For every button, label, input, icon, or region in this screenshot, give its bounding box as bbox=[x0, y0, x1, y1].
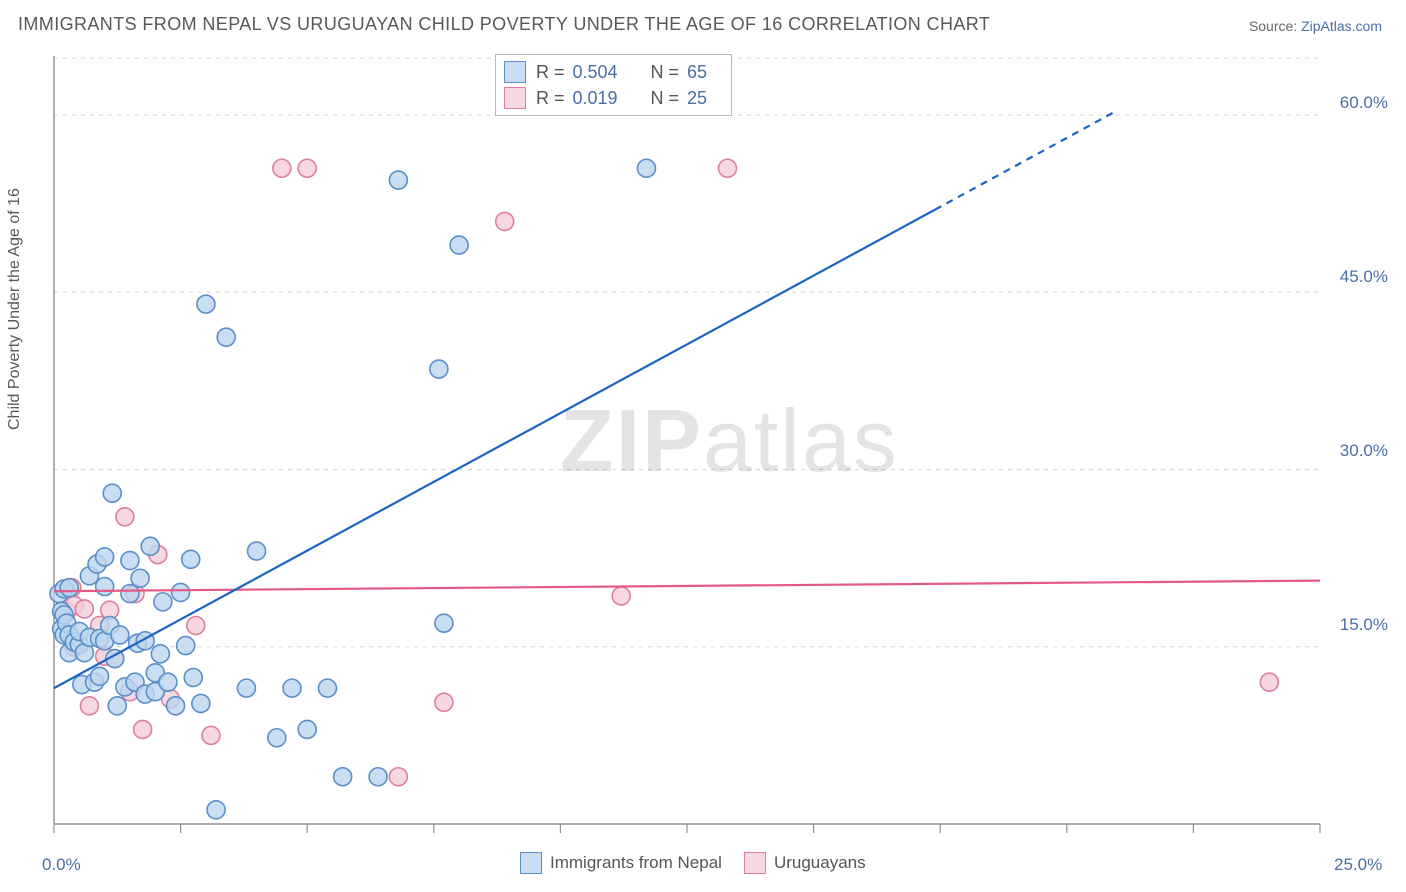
source-prefix: Source: bbox=[1249, 18, 1297, 34]
plot-area bbox=[48, 54, 1388, 854]
chart-svg bbox=[48, 54, 1388, 854]
r-label: R = bbox=[536, 59, 565, 85]
source-link[interactable]: ZipAtlas.com bbox=[1301, 18, 1382, 34]
r-value-uruguay: 0.019 bbox=[573, 85, 637, 111]
n-value-nepal: 65 bbox=[687, 59, 721, 85]
swatch-nepal-icon bbox=[520, 852, 542, 874]
stats-row-nepal: R = 0.504 N = 65 bbox=[504, 59, 721, 85]
legend-label-uruguay: Uruguayans bbox=[774, 853, 866, 873]
legend-label-nepal: Immigrants from Nepal bbox=[550, 853, 722, 873]
swatch-uruguay-icon bbox=[504, 87, 526, 109]
x-tick-0: 0.0% bbox=[42, 855, 81, 875]
stats-legend: R = 0.504 N = 65 R = 0.019 N = 25 bbox=[495, 54, 732, 116]
series-legend: Immigrants from Nepal Uruguayans bbox=[520, 852, 866, 874]
r-label: R = bbox=[536, 85, 565, 111]
r-value-nepal: 0.504 bbox=[573, 59, 637, 85]
n-label: N = bbox=[651, 85, 680, 111]
stats-row-uruguay: R = 0.019 N = 25 bbox=[504, 85, 721, 111]
x-tick-25: 25.0% bbox=[1334, 855, 1382, 875]
swatch-uruguay-icon bbox=[744, 852, 766, 874]
legend-item-uruguay: Uruguayans bbox=[744, 852, 866, 874]
legend-item-nepal: Immigrants from Nepal bbox=[520, 852, 722, 874]
source-attribution: Source: ZipAtlas.com bbox=[1249, 18, 1382, 34]
n-label: N = bbox=[651, 59, 680, 85]
chart-title: IMMIGRANTS FROM NEPAL VS URUGUAYAN CHILD… bbox=[18, 14, 990, 35]
swatch-nepal-icon bbox=[504, 61, 526, 83]
y-axis-label: Child Poverty Under the Age of 16 bbox=[6, 188, 24, 430]
n-value-uruguay: 25 bbox=[687, 85, 721, 111]
